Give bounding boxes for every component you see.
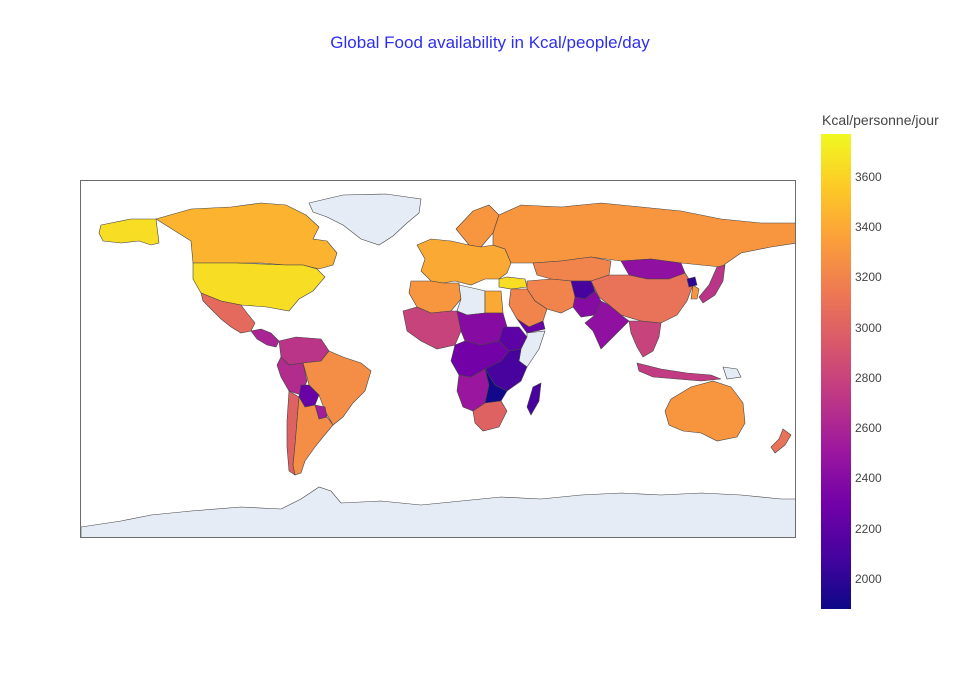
region-india[interactable] bbox=[584, 300, 630, 350]
region-north-korea[interactable] bbox=[686, 276, 698, 288]
colorbar-tick: 3200 bbox=[855, 270, 882, 285]
region-europe[interactable] bbox=[416, 238, 512, 286]
colorbar-tick: 2600 bbox=[855, 421, 882, 436]
chart-title: Global Food availability in Kcal/people/… bbox=[330, 33, 650, 52]
region-antarctica[interactable] bbox=[81, 486, 796, 538]
region-japan[interactable] bbox=[698, 264, 726, 304]
region-greenland[interactable] bbox=[308, 193, 422, 246]
region-alaska[interactable] bbox=[98, 218, 160, 246]
region-yemen[interactable] bbox=[516, 318, 546, 334]
region-new-zealand[interactable] bbox=[770, 428, 792, 454]
colorbar-tick: 3600 bbox=[855, 169, 882, 184]
region-russia[interactable] bbox=[492, 202, 796, 268]
world-map[interactable] bbox=[81, 181, 796, 538]
region-central-america[interactable] bbox=[250, 328, 280, 348]
region-australia[interactable] bbox=[664, 380, 746, 442]
colorbar-tick: 2800 bbox=[855, 370, 882, 385]
region-turkey[interactable] bbox=[498, 276, 528, 290]
colorbar-tick: 3000 bbox=[855, 320, 882, 335]
region-libya[interactable] bbox=[456, 284, 486, 316]
region-north-africa[interactable] bbox=[408, 280, 462, 314]
region-scandinavia[interactable] bbox=[455, 204, 500, 248]
colorbar bbox=[821, 134, 851, 609]
region-egypt[interactable] bbox=[484, 290, 504, 314]
colorbar-tick: 2200 bbox=[855, 521, 882, 536]
region-canada[interactable] bbox=[155, 202, 338, 270]
colorbar-title: Kcal/personne/jour bbox=[822, 112, 939, 128]
region-argentina[interactable] bbox=[292, 396, 334, 476]
map-frame[interactable] bbox=[80, 180, 796, 538]
region-papua-new-guinea[interactable] bbox=[722, 366, 742, 380]
region-madagascar[interactable] bbox=[526, 382, 542, 416]
region-southeast-asia[interactable] bbox=[628, 320, 662, 358]
region-mexico[interactable] bbox=[200, 292, 256, 334]
region-korea[interactable] bbox=[690, 284, 700, 300]
colorbar-tick: 3400 bbox=[855, 219, 882, 234]
colorbar-tick: 2400 bbox=[855, 471, 882, 486]
region-west-africa[interactable] bbox=[402, 306, 462, 350]
region-south-africa[interactable] bbox=[472, 400, 508, 432]
colorbar-tick: 2000 bbox=[855, 571, 882, 586]
region-indonesia[interactable] bbox=[636, 362, 722, 382]
